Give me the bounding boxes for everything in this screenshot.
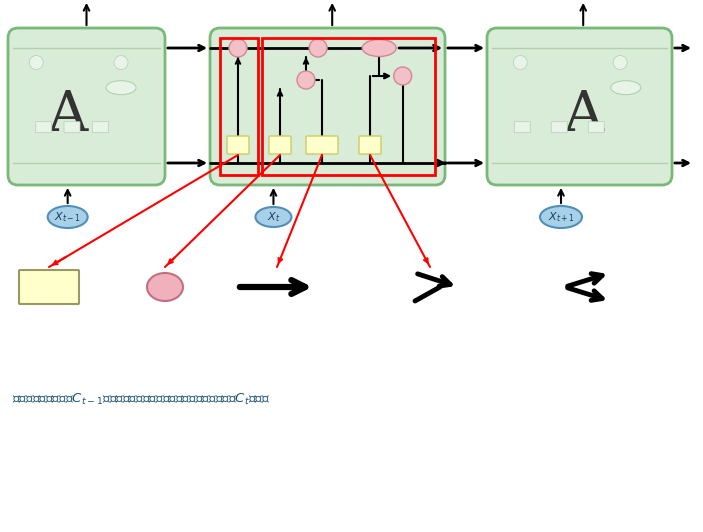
Circle shape (30, 55, 44, 70)
Text: 传递给下一个时刻。$C_{t-1}$为上一时刻的输出（也是现在时刻的输入），$C_{t}$为现在: 传递给下一个时刻。$C_{t-1}$为上一时刻的输出（也是现在时刻的输入），$C… (12, 392, 270, 407)
FancyBboxPatch shape (36, 122, 52, 132)
FancyBboxPatch shape (551, 122, 567, 132)
FancyBboxPatch shape (92, 122, 108, 132)
FancyBboxPatch shape (8, 28, 165, 185)
Bar (220, 38, 258, 175)
Ellipse shape (611, 81, 640, 95)
Circle shape (229, 39, 247, 57)
Ellipse shape (48, 206, 88, 228)
Ellipse shape (362, 39, 396, 56)
FancyBboxPatch shape (487, 28, 672, 185)
FancyBboxPatch shape (359, 136, 381, 154)
Text: $X_{t}$: $X_{t}$ (266, 210, 280, 224)
Ellipse shape (147, 273, 183, 301)
Circle shape (297, 71, 315, 89)
Circle shape (513, 55, 527, 70)
FancyBboxPatch shape (227, 136, 249, 154)
Circle shape (309, 39, 327, 57)
Text: $X_{t+1}$: $X_{t+1}$ (548, 210, 574, 224)
FancyBboxPatch shape (306, 136, 338, 154)
Circle shape (394, 67, 412, 85)
FancyBboxPatch shape (210, 28, 445, 185)
Ellipse shape (106, 81, 136, 95)
FancyBboxPatch shape (19, 270, 79, 304)
FancyBboxPatch shape (269, 136, 291, 154)
Bar (262, 38, 435, 175)
Text: A: A (563, 88, 603, 143)
FancyBboxPatch shape (588, 122, 605, 132)
Text: $X_{t-1}$: $X_{t-1}$ (54, 210, 81, 224)
FancyBboxPatch shape (64, 122, 80, 132)
FancyBboxPatch shape (515, 122, 530, 132)
Ellipse shape (255, 207, 292, 227)
Ellipse shape (540, 206, 582, 228)
Text: A: A (48, 88, 88, 143)
Circle shape (613, 55, 627, 70)
Circle shape (114, 55, 128, 70)
